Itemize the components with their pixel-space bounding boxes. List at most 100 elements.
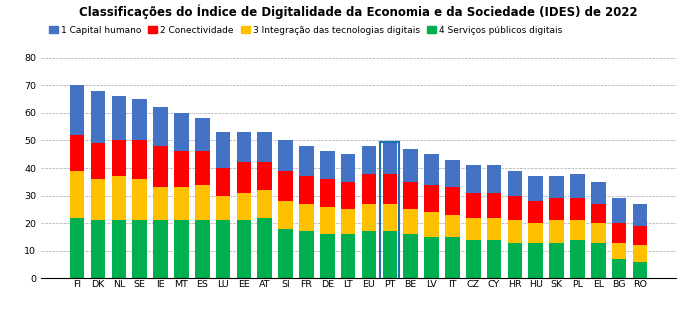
Bar [487,240,501,278]
Bar [507,220,522,243]
Bar [278,171,293,201]
Bar [91,179,105,220]
Bar [299,231,313,278]
Bar [111,140,126,176]
Legend: 1 Capital humano, 2 Conectividade, 3 Integração das tecnologias digitais, 4 Serv: 1 Capital humano, 2 Conectividade, 3 Int… [46,22,566,39]
Bar [529,201,543,223]
Bar [91,91,105,143]
Bar [487,218,501,240]
Bar [70,218,85,278]
Bar [362,146,376,173]
Bar [111,96,126,140]
Bar [133,179,147,220]
Title: Classificações do Índice de Digitalidade da Economia e da Sociedade (IDES) de 20: Classificações do Índice de Digitalidade… [79,4,638,19]
Bar [424,185,439,212]
Bar [195,185,210,220]
Bar [362,173,376,204]
Bar [111,176,126,220]
Bar [257,163,272,190]
Bar [278,140,293,171]
Bar [404,149,418,182]
Bar [153,220,168,278]
Bar [487,165,501,193]
Bar [195,151,210,185]
Bar [174,187,189,220]
Bar [174,113,189,151]
Bar [278,229,293,278]
Bar [320,234,335,278]
Bar [549,176,564,198]
Bar [341,234,355,278]
Bar [362,204,376,231]
Bar [320,151,335,179]
Bar [445,187,460,215]
Bar [70,171,85,218]
Bar [466,218,481,240]
Bar [341,154,355,182]
Bar [174,151,189,187]
Bar [341,182,355,209]
Bar [216,220,230,278]
Bar [487,193,501,218]
Bar [591,182,606,204]
Bar [257,218,272,278]
Bar [632,204,647,226]
Bar [445,215,460,237]
Bar [466,165,481,193]
Bar [133,220,147,278]
Bar [236,220,251,278]
Bar [507,243,522,278]
Bar [507,171,522,196]
Bar [466,193,481,218]
Bar [549,220,564,243]
Bar [133,140,147,179]
Bar [632,226,647,245]
Bar [445,237,460,278]
Bar [404,234,418,278]
Bar [466,240,481,278]
Bar [507,196,522,220]
Bar [236,163,251,193]
Bar [257,190,272,218]
Bar [382,143,397,173]
Bar [382,231,397,278]
Bar [299,204,313,231]
Bar [257,132,272,163]
Bar [216,168,230,196]
Bar [549,243,564,278]
Bar [70,135,85,171]
Bar [612,243,626,259]
Bar [549,198,564,220]
Bar [195,220,210,278]
Bar [111,220,126,278]
Bar [570,240,585,278]
Bar [299,176,313,204]
Bar [424,212,439,237]
Bar [382,173,397,204]
Bar [70,85,85,135]
Bar [591,223,606,243]
Bar [195,118,210,151]
Bar [91,220,105,278]
Bar [299,146,313,176]
Bar [216,132,230,168]
Bar [424,237,439,278]
Bar [529,243,543,278]
Bar [153,146,168,187]
Bar [91,143,105,179]
Bar [445,160,460,187]
Bar [612,198,626,223]
Bar [570,173,585,198]
Bar [320,179,335,207]
Bar [341,209,355,234]
Bar [632,245,647,262]
Bar [424,154,439,185]
Bar [591,243,606,278]
Bar [404,209,418,234]
Bar [591,204,606,223]
Bar [236,132,251,163]
Bar [320,207,335,234]
Bar [216,196,230,220]
Bar [529,223,543,243]
Bar [278,201,293,229]
